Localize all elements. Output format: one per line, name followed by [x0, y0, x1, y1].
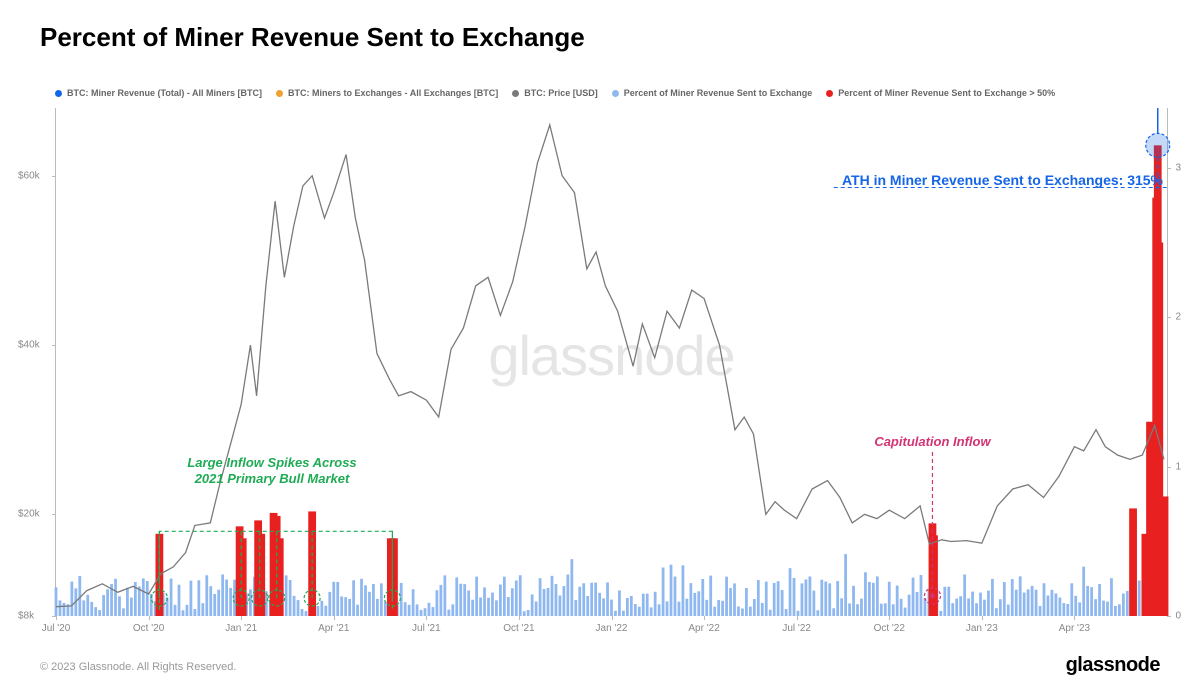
x-axis-tick	[704, 616, 705, 620]
annot-green: Large Inflow Spikes Across2021 Primary B…	[162, 455, 382, 488]
y-right-tick	[1167, 616, 1171, 617]
y-left-label: $40k	[18, 340, 40, 351]
x-axis-label: Oct '22	[874, 623, 905, 634]
x-axis-label: Oct '20	[133, 623, 164, 634]
x-axis-tick	[612, 616, 613, 620]
copyright-text: © 2023 Glassnode. All Rights Reserved.	[40, 661, 236, 673]
y-right-tick	[1167, 467, 1171, 468]
y-right-tick	[1167, 317, 1171, 318]
x-axis-tick	[426, 616, 427, 620]
x-axis-label: Oct '21	[503, 623, 534, 634]
legend-swatch	[612, 90, 619, 97]
legend-swatch	[826, 90, 833, 97]
x-axis-tick	[889, 616, 890, 620]
chart-frame: glassnode $8k$20k$40k$60k0123Jul '20Oct …	[55, 108, 1168, 616]
y-right-label: 2	[1175, 312, 1181, 323]
legend-label: BTC: Price [USD]	[524, 88, 598, 98]
legend-label: BTC: Miner Revenue (Total) - All Miners …	[67, 88, 262, 98]
x-axis-tick	[149, 616, 150, 620]
legend-label: Percent of Miner Revenue Sent to Exchang…	[624, 88, 813, 98]
legend-label: BTC: Miners to Exchanges - All Exchanges…	[288, 88, 498, 98]
y-right-label: 3	[1175, 162, 1181, 173]
bars-red	[155, 145, 1168, 616]
x-axis-tick	[241, 616, 242, 620]
legend-swatch	[512, 90, 519, 97]
x-axis-tick	[334, 616, 335, 620]
annot-pink: Capitulation Inflow	[852, 434, 1012, 450]
y-left-tick	[52, 176, 56, 177]
x-axis-label: Apr '23	[1059, 623, 1090, 634]
x-axis-label: Jul '20	[42, 623, 71, 634]
legend-swatch	[55, 90, 62, 97]
x-axis-label: Jan '21	[225, 623, 257, 634]
blue-circle	[1146, 133, 1170, 157]
pink-dot	[930, 594, 935, 599]
x-axis-label: Apr '21	[318, 623, 349, 634]
x-axis-label: Jan '23	[966, 623, 998, 634]
legend-item: Percent of Miner Revenue Sent to Exchang…	[612, 88, 813, 98]
legend-item: BTC: Price [USD]	[512, 88, 598, 98]
chart-title: Percent of Miner Revenue Sent to Exchang…	[40, 22, 585, 53]
x-axis-tick	[519, 616, 520, 620]
y-left-label: $8k	[18, 611, 34, 622]
brand-logo: glassnode	[1066, 654, 1160, 677]
legend-item: Percent of Miner Revenue Sent to Exchang…	[826, 88, 1055, 98]
y-right-label: 1	[1175, 461, 1181, 472]
y-left-tick	[52, 514, 56, 515]
bars-blue	[55, 554, 1157, 616]
y-left-tick	[52, 345, 56, 346]
x-axis-label: Jul '22	[782, 623, 811, 634]
legend-label: Percent of Miner Revenue Sent to Exchang…	[838, 88, 1055, 98]
x-axis-tick	[1074, 616, 1075, 620]
x-axis-tick	[797, 616, 798, 620]
x-axis-tick	[56, 616, 57, 620]
x-axis-tick	[982, 616, 983, 620]
x-axis-label: Jul '21	[412, 623, 441, 634]
y-left-label: $60k	[18, 170, 40, 181]
legend-item: BTC: Miners to Exchanges - All Exchanges…	[276, 88, 498, 98]
legend-item: BTC: Miner Revenue (Total) - All Miners …	[55, 88, 262, 98]
price-line	[56, 125, 1164, 607]
x-axis-label: Apr '22	[688, 623, 719, 634]
legend-swatch	[276, 90, 283, 97]
x-axis-label: Jan '22	[596, 623, 628, 634]
y-right-label: 0	[1175, 611, 1181, 622]
chart-legend: BTC: Miner Revenue (Total) - All Miners …	[55, 88, 1160, 98]
y-right-tick	[1167, 168, 1171, 169]
y-left-label: $20k	[18, 509, 40, 520]
annot-blue: ATH in Miner Revenue Sent to Exchanges: …	[842, 172, 1163, 188]
